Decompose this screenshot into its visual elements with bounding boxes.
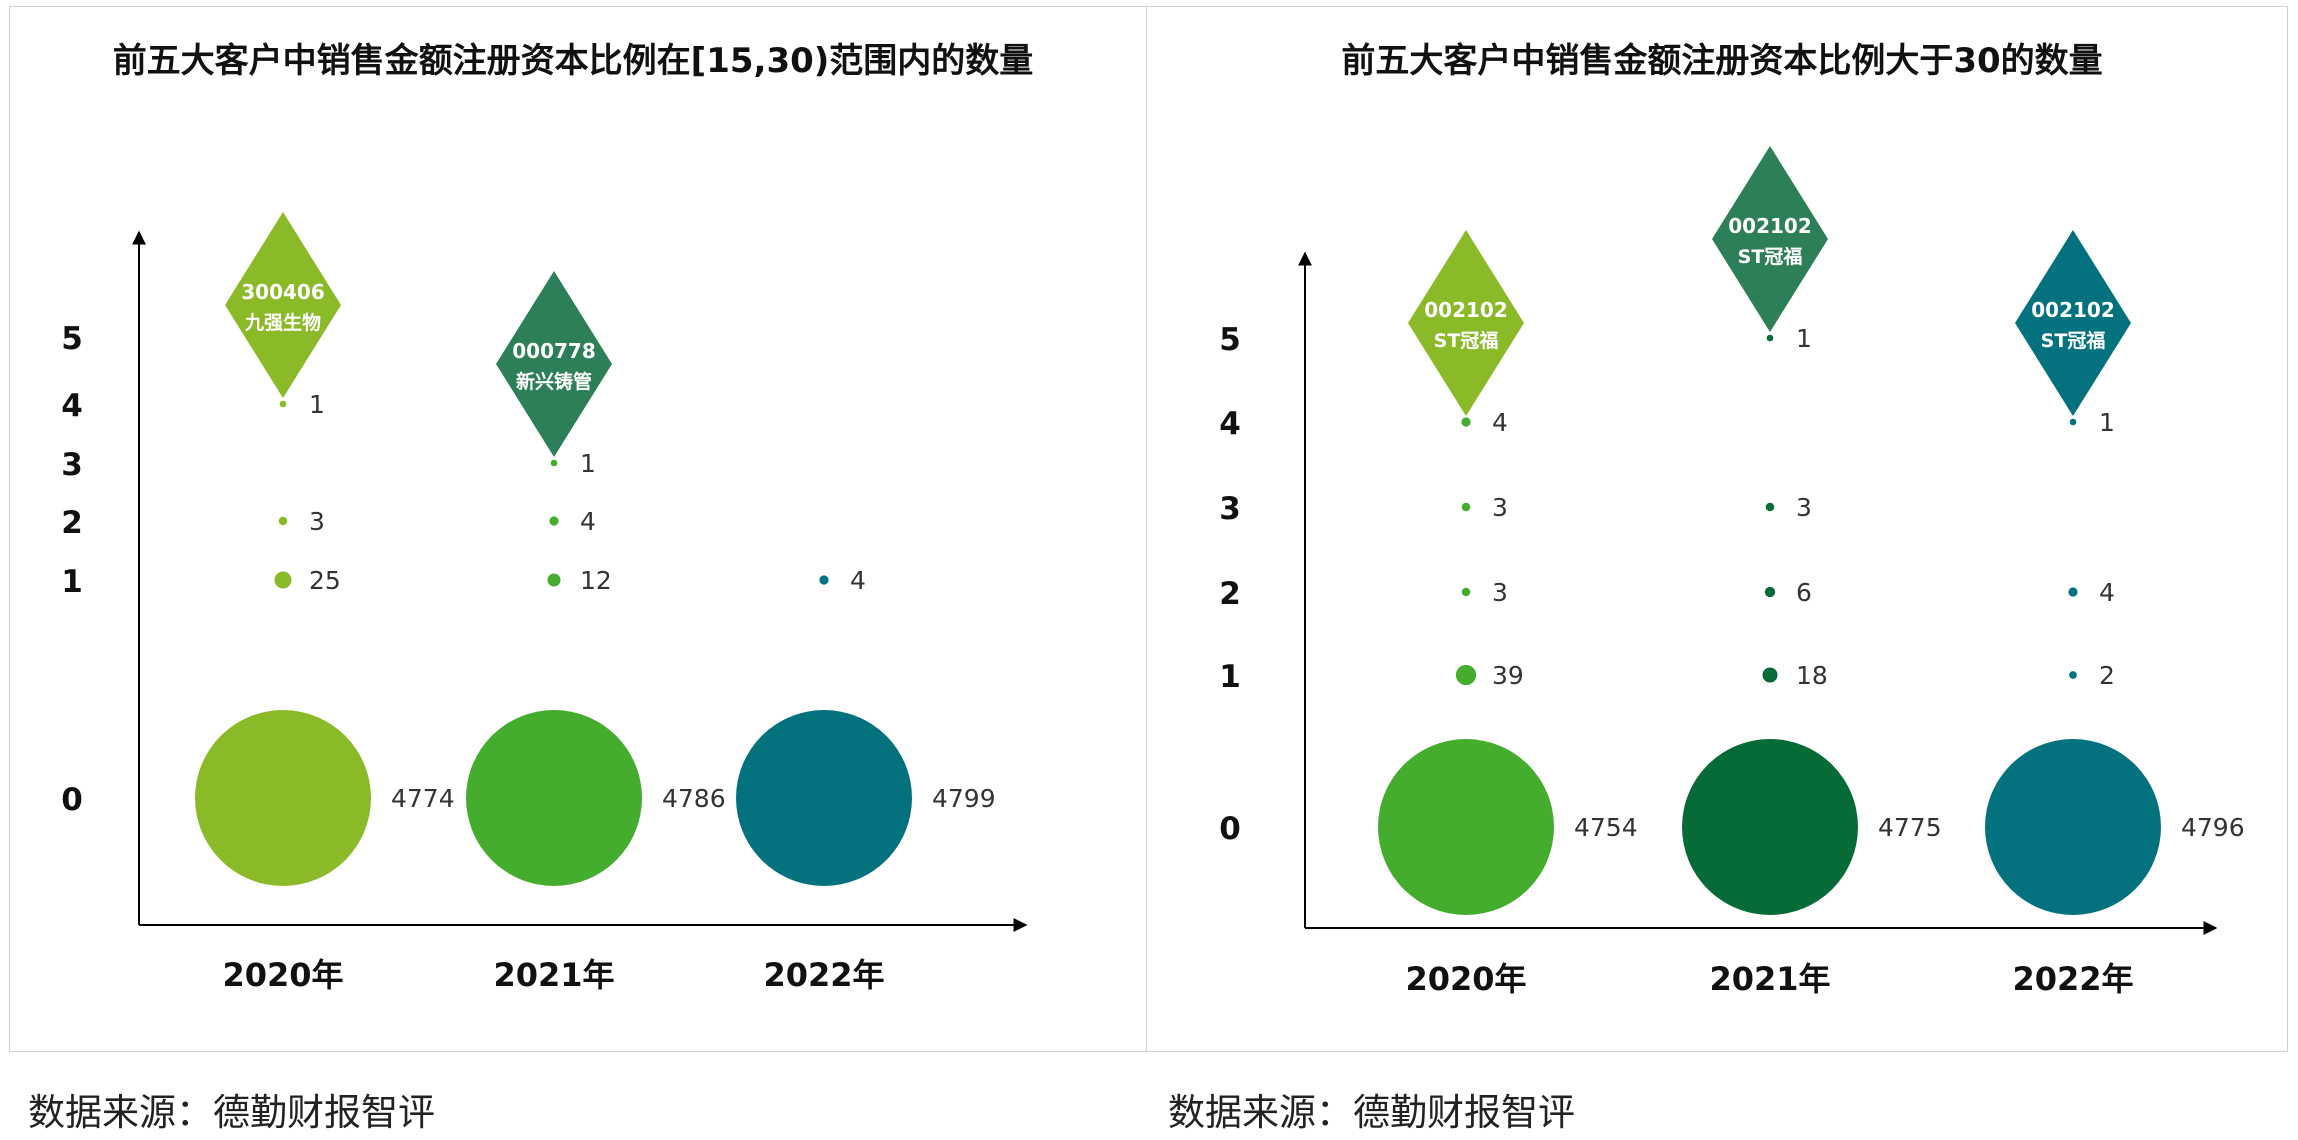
callout-name: 新兴铸管 [516,370,592,393]
bubble-point [736,710,912,886]
y-tick-label: 4 [61,388,83,424]
callout-name: ST冠福 [2041,329,2106,352]
x-category-label: 2021年 [493,956,614,994]
bubble-point [547,573,561,587]
bubble-value-label: 4799 [932,784,996,813]
bubble-point [1461,502,1471,512]
callout-code: 000778 [512,339,596,363]
bubble-point [1765,502,1775,512]
y-tick-label: 3 [61,447,83,483]
y-tick-label: 5 [1219,322,1241,358]
y-tick-label: 0 [1219,811,1241,847]
left-data-source: 数据来源：德勤财报智评 [28,1091,435,1134]
callout-code: 002102 [1424,298,1508,322]
y-tick-label: 3 [1219,491,1241,527]
right-chart-frame [1146,6,2288,1052]
y-tick-label: 2 [1219,576,1241,612]
bubble-point [2069,671,2077,679]
callout-diamond [496,271,612,457]
bubble-value-label: 3 [309,507,325,536]
callout-diamond [2015,230,2131,416]
callout-diamond [1408,230,1524,416]
callout-name: 九强生物 [244,311,321,334]
bubble-point [549,516,559,526]
bubble-point [274,571,292,589]
chart-title: 前五大客户中销售金额注册资本比例在[15,30)范围内的数量 [113,41,1034,81]
y-tick-label: 0 [61,782,83,818]
bubble-value-label: 1 [2099,408,2115,437]
bubble-value-label: 39 [1492,661,1524,690]
bubble-point [1461,587,1471,597]
bubble-value-label: 4 [850,566,866,595]
bubble-value-label: 4754 [1574,813,1638,842]
bubble-point [1985,739,2161,915]
callout-code: 002102 [2031,298,2115,322]
y-tick-label: 2 [61,505,83,541]
y-tick-label: 1 [1219,659,1241,695]
x-category-label: 2020年 [222,956,343,994]
bubble-point [466,710,642,886]
bubble-point [2068,587,2078,597]
bubble-point [1378,739,1554,915]
bubble-value-label: 1 [309,390,325,419]
y-tick-label: 4 [1219,406,1241,442]
bubble-value-label: 6 [1796,578,1812,607]
callout-diamond [225,212,341,398]
bubble-point [550,459,558,467]
bubble-value-label: 1 [1796,324,1812,353]
bubble-point [1682,739,1858,915]
y-tick-label: 1 [61,564,83,600]
callout-code: 002102 [1728,214,1812,238]
bubble-value-label: 3 [1492,493,1508,522]
bubble-value-label: 3 [1796,493,1812,522]
callout-name: ST冠福 [1738,245,1803,268]
x-category-label: 2022年 [763,956,884,994]
y-tick-label: 5 [61,321,83,357]
bubble-value-label: 4 [580,507,596,536]
bubble-point [1764,586,1776,598]
callout-name: ST冠福 [1434,329,1499,352]
callout-code: 300406 [241,280,325,304]
bubble-point [2069,418,2077,426]
bubble-value-label: 25 [309,566,341,595]
bubble-point [1461,417,1471,427]
bubble-value-label: 1 [580,449,596,478]
bubble-value-label: 4786 [662,784,726,813]
bubble-value-label: 2 [2099,661,2115,690]
bubble-value-label: 4775 [1878,813,1942,842]
bubble-point [279,400,287,408]
x-category-label: 2022年 [2012,960,2133,998]
bubble-value-label: 12 [580,566,612,595]
bubble-value-label: 4774 [391,784,455,813]
bubble-value-label: 4796 [2181,813,2245,842]
bubble-point [819,575,829,585]
bubble-value-label: 18 [1796,661,1828,690]
callout-diamond [1712,146,1828,332]
chart-title: 前五大客户中销售金额注册资本比例大于30的数量 [1341,41,2102,81]
bubble-point [1766,334,1774,342]
bubble-point [1762,667,1778,683]
x-category-label: 2020年 [1405,960,1526,998]
x-category-label: 2021年 [1709,960,1830,998]
bubble-value-label: 3 [1492,578,1508,607]
bubble-point [1455,664,1477,686]
bubble-point [278,516,288,526]
bubble-point [195,710,371,886]
right-data-source: 数据来源：德勤财报智评 [1168,1091,1575,1134]
bubble-value-label: 4 [2099,578,2115,607]
bubble-value-label: 4 [1492,408,1508,437]
